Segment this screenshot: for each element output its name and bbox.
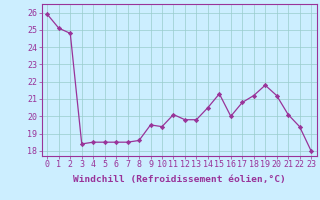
X-axis label: Windchill (Refroidissement éolien,°C): Windchill (Refroidissement éolien,°C) <box>73 175 285 184</box>
